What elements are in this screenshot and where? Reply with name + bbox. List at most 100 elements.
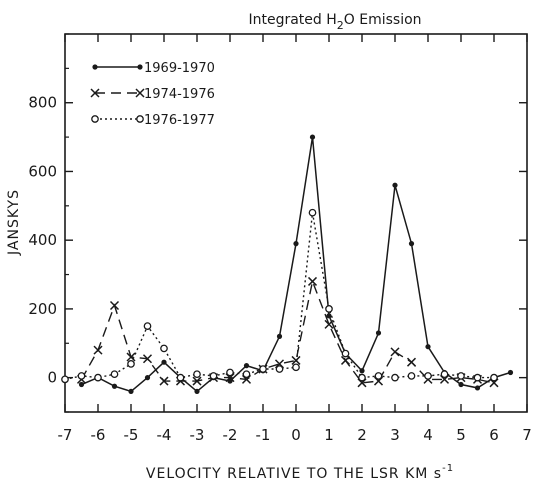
y-tick-label: 800 [28,94,57,112]
x-axis-title: VELOCITY RELATIVE TO THE LSR KM s-1 [146,463,454,482]
data-point-circle [325,305,333,313]
data-point-x-stroke [135,88,145,98]
plot-border [64,33,528,413]
data-point-dot [194,388,200,394]
title-text: Integrated H [248,12,336,28]
data-point-dot [375,330,382,336]
data-point-circle [176,373,185,382]
data-point-circle [424,372,432,380]
data-point-circle [77,372,86,380]
data-point-circle [94,373,102,382]
legend-label: 1976-1977 [144,113,215,128]
data-point-circle [259,365,267,373]
data-point-circle [391,373,399,382]
data-point-dot [111,383,118,389]
data-point-circle [358,373,366,382]
y-tick-label: 400 [28,231,57,249]
data-point-dot [359,368,365,374]
y-tick-label: 0 [47,369,57,387]
data-point-circle [209,372,218,380]
data-point-circle [127,360,135,368]
data-point-dot [392,182,398,188]
data-point-x [307,276,318,286]
data-point-x [135,88,145,98]
data-point-dot [458,381,464,388]
data-point-circle [473,373,482,382]
series-line [81,136,511,393]
data-point-dot [293,241,299,247]
series-3 [61,208,498,384]
x-tick-label: -4 [157,426,172,444]
x-tick-label: -3 [190,426,205,444]
data-point-circle [136,115,144,123]
data-point-dot [309,134,316,140]
data-point-x-stroke [109,300,120,311]
data-point-x-stroke [406,357,417,367]
data-point-circle [457,372,465,380]
title-text-rest: O Emission [344,12,422,28]
legend: 1969-1970 1974-1976 1976-1977 [90,61,215,128]
data-point-x [324,319,334,329]
data-point-x [159,376,169,386]
y-tick-label: 200 [28,300,57,318]
data-point-circle [440,370,449,379]
data-point-circle [374,372,383,380]
y-tick-label: 600 [28,162,57,180]
data-point-x-stroke [126,352,136,362]
series-layer [61,134,514,394]
x-tick-label: -1 [256,426,271,444]
data-point-x-stroke [159,376,169,386]
x-axis: -7 -6 -5 -4 -3 -2 -1 0 1 2 3 4 5 6 7 [58,34,532,444]
legend-item: 1974-1976 [90,87,215,102]
data-point-x [93,345,103,355]
data-point-circle [110,370,119,379]
legend-label: 1974-1976 [144,87,215,102]
data-point-dot [144,375,151,381]
data-point-circle [275,365,284,373]
data-point-x-stroke [93,345,103,355]
data-point-x-stroke [324,319,334,329]
x-axis-title-text: VELOCITY RELATIVE TO THE LSR KM s [146,466,442,482]
data-point-x [142,354,153,364]
data-point-circle [91,115,99,123]
x-tick-label: 1 [324,426,334,444]
data-point-circle [490,373,498,382]
data-point-dot [507,369,514,376]
data-point-circle [226,368,234,377]
series-line [64,212,494,381]
x-tick-label: 2 [357,426,367,444]
legend-item: 1976-1977 [91,113,215,128]
data-point-dot [128,388,134,394]
x-tick-label: 6 [489,426,499,444]
data-point-x [291,355,301,365]
x-axis-title-superscript: -1 [442,463,454,474]
data-point-circle [61,375,69,384]
data-point-circle [292,363,300,372]
data-point-circle [242,370,251,379]
data-point-circle [143,322,152,330]
data-point-x-stroke [192,376,202,386]
data-point-dot [474,385,481,391]
data-point-x-stroke [142,354,153,364]
data-point-x [90,88,100,98]
data-point-dot [78,381,85,388]
data-point-x [109,300,120,311]
x-tick-label: 4 [423,426,433,444]
title-subscript: 2 [337,19,344,32]
data-point-circle [193,370,201,379]
data-point-dot [425,344,431,350]
series-1 [78,134,514,394]
data-point-x [406,357,417,367]
y-axis-title: JANSKYS [6,189,22,256]
y-axis: 0 200 400 600 800 [28,33,527,413]
data-point-dot [326,313,332,319]
x-tick-label: -7 [58,426,73,444]
data-point-x-stroke [90,88,100,98]
x-tick-label: 7 [522,426,532,444]
x-tick-label: -6 [91,426,106,444]
data-point-dot [137,64,143,70]
data-point-dot [276,333,283,339]
data-point-x [126,352,136,362]
